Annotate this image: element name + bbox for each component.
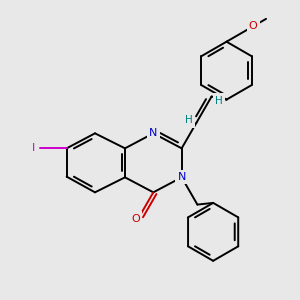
Text: I: I bbox=[32, 143, 35, 153]
Text: O: O bbox=[132, 214, 140, 224]
Text: H: H bbox=[215, 95, 222, 106]
Text: N: N bbox=[178, 172, 186, 182]
Text: N: N bbox=[149, 128, 158, 138]
Text: H: H bbox=[185, 116, 193, 125]
Text: O: O bbox=[249, 20, 257, 31]
